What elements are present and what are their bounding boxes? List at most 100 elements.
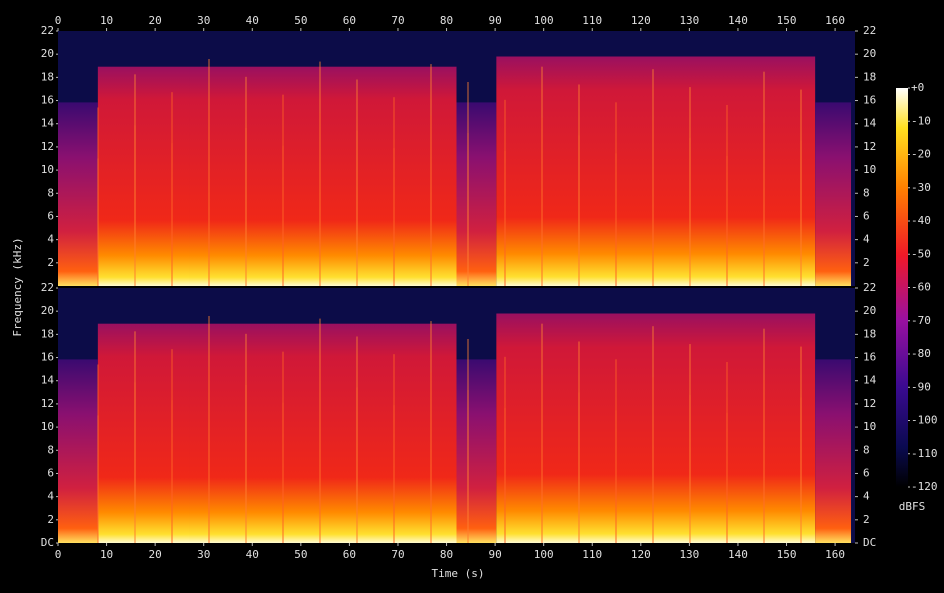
- colorbar-tick-label: -20: [911, 148, 931, 161]
- y-tick-label: 6: [47, 466, 54, 479]
- x-tick-label: 140: [728, 548, 748, 561]
- x-tick-label: 0: [55, 548, 62, 561]
- x-tick-label: 70: [391, 548, 404, 561]
- colorbar: [896, 88, 908, 487]
- y-tick-label: 20: [41, 47, 54, 60]
- x-tick-label: 80: [440, 548, 453, 561]
- y-tick-label-right: 20: [863, 47, 876, 60]
- y-tick-label: 8: [47, 186, 54, 199]
- y-tick-label-right: 4: [863, 233, 870, 246]
- y-tick-label: 6: [47, 209, 54, 222]
- x-tick-label-top: 10: [100, 14, 113, 27]
- colorbar-tick-label: -10: [911, 114, 931, 127]
- y-axis-label: Frequency (kHz): [11, 237, 24, 336]
- colorbar-tick-label: -30: [911, 181, 931, 194]
- y-tick-label-right: 22: [863, 24, 876, 37]
- y-tick-label: 14: [41, 374, 55, 387]
- x-tick-label-top: 110: [582, 14, 602, 27]
- y-tick-label-right: 18: [863, 70, 876, 83]
- colorbar-label: dBFS: [899, 500, 926, 513]
- plots: [58, 31, 855, 543]
- spectrogram-region: [97, 323, 190, 543]
- y-tick-label: 18: [41, 70, 54, 83]
- x-tick-label: 30: [197, 548, 210, 561]
- x-tick-label: 110: [582, 548, 602, 561]
- y-tick-label-right: 6: [863, 466, 870, 479]
- y-tick-label-right: 10: [863, 420, 876, 433]
- colorbar-tick-label: -80: [911, 347, 931, 360]
- x-tick-label-top: 140: [728, 14, 748, 27]
- y-tick-label: 4: [47, 233, 54, 246]
- spectrogram-region: [58, 359, 98, 543]
- y-tick-label: DC: [41, 536, 54, 549]
- y-tick-label-right: 14: [863, 117, 877, 130]
- y-tick-label: 22: [41, 281, 54, 294]
- y-tick-label: 2: [47, 513, 54, 526]
- y-tick-label: 8: [47, 443, 54, 456]
- x-tick-label: 150: [777, 548, 797, 561]
- spectrogram-region: [815, 102, 852, 287]
- x-tick-label: 60: [343, 548, 356, 561]
- y-tick-label-right: 16: [863, 351, 876, 364]
- y-tick-label-right: 18: [863, 327, 876, 340]
- x-tick-label-top: 80: [440, 14, 453, 27]
- spectrogram-region: [189, 323, 457, 543]
- spectrogram-region: [189, 66, 457, 286]
- y-tick-label: 12: [41, 140, 54, 153]
- y-tick-label: 16: [41, 94, 54, 107]
- colorbar-tick-label: -60: [911, 281, 931, 294]
- y-tick-label-right: 8: [863, 443, 870, 456]
- y-tick-label: 10: [41, 163, 54, 176]
- colorbar-tick-label: -100: [911, 414, 938, 427]
- spectrogram-region: [496, 56, 816, 286]
- y-tick-label-right: 12: [863, 140, 876, 153]
- x-tick-label-top: 20: [149, 14, 162, 27]
- y-tick-label: 4: [47, 490, 54, 503]
- x-tick-label-top: 70: [391, 14, 404, 27]
- x-tick-label-top: 130: [679, 14, 699, 27]
- x-tick-label-top: 60: [343, 14, 356, 27]
- y-tick-label: 20: [41, 304, 54, 317]
- x-tick-label: 120: [631, 548, 651, 561]
- y-tick-label: 12: [41, 397, 54, 410]
- y-tick-label: 18: [41, 327, 54, 340]
- y-tick-label-right: 10: [863, 163, 876, 176]
- y-tick-label: 22: [41, 24, 54, 37]
- colorbar-tick-label: -70: [911, 314, 931, 327]
- spectrogram-region: [97, 66, 190, 286]
- x-tick-label: 10: [100, 548, 113, 561]
- colorbar-tick-label: -50: [911, 247, 931, 260]
- colorbar-tick-label: -110: [911, 447, 938, 460]
- x-tick-label: 100: [534, 548, 554, 561]
- spectrogram-region: [815, 359, 852, 543]
- y-tick-label-right: 16: [863, 94, 876, 107]
- y-tick-label-right: 12: [863, 397, 876, 410]
- x-tick-label: 130: [679, 548, 699, 561]
- y-tick-label-right: 20: [863, 304, 876, 317]
- y-tick-label-right: 4: [863, 490, 870, 503]
- x-tick-label: 40: [246, 548, 259, 561]
- spectrogram-region: [58, 102, 98, 287]
- x-tick-label: 160: [825, 548, 845, 561]
- y-tick-label-right: 2: [863, 256, 870, 269]
- y-tick-label-right: 6: [863, 209, 870, 222]
- colorbar-tick-label: -40: [911, 214, 931, 227]
- x-tick-label-top: 50: [294, 14, 307, 27]
- spectrogram-region: [456, 359, 497, 543]
- y-tick-label: 10: [41, 420, 54, 433]
- x-tick-label-top: 40: [246, 14, 259, 27]
- x-tick-label-top: 30: [197, 14, 210, 27]
- y-tick-label: 2: [47, 256, 54, 269]
- x-tick-label-top: 90: [488, 14, 501, 27]
- x-tick-label-top: 120: [631, 14, 651, 27]
- x-tick-label: 90: [488, 548, 501, 561]
- x-axis-label: Time (s): [432, 567, 485, 580]
- x-tick-label: 20: [149, 548, 162, 561]
- colorbar-tick-label: -120: [911, 480, 938, 493]
- y-tick-label-right: 14: [863, 374, 877, 387]
- x-tick-label-top: 160: [825, 14, 845, 27]
- spectrogram-region: [456, 102, 497, 287]
- y-tick-label-right: 8: [863, 186, 870, 199]
- y-tick-label-right: DC: [863, 536, 876, 549]
